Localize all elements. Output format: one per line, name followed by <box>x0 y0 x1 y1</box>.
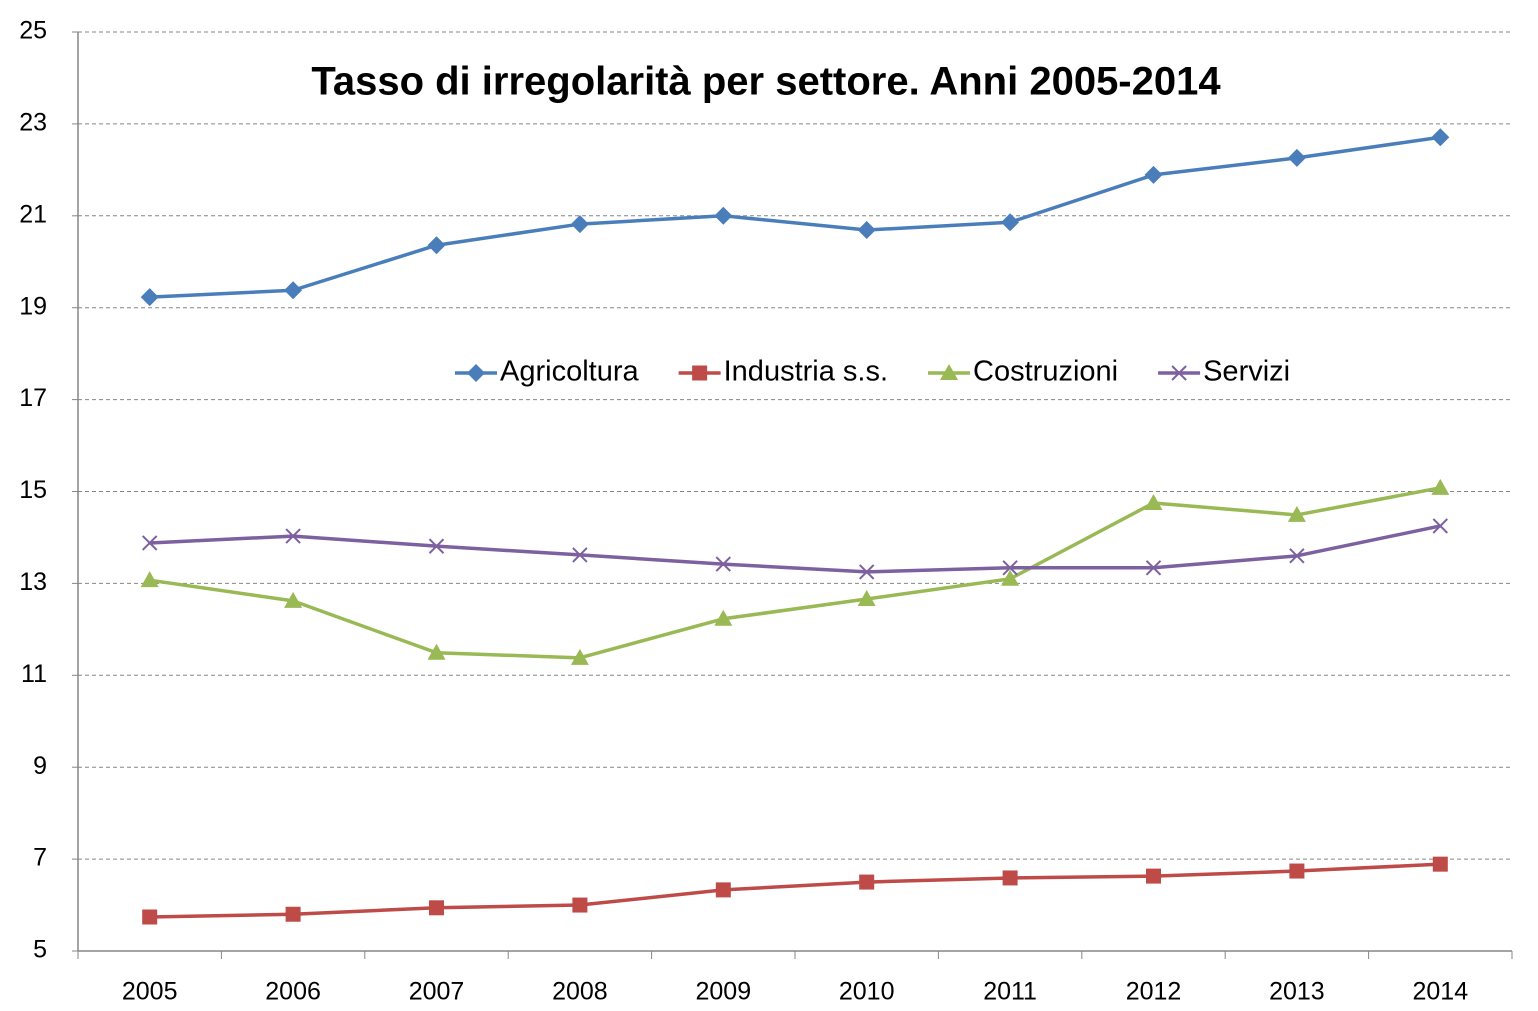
marker <box>285 528 301 544</box>
x-tick-label: 2012 <box>1126 978 1182 1006</box>
series-line <box>149 862 1441 919</box>
marker <box>857 590 876 607</box>
x-tick-label: 2005 <box>122 978 178 1006</box>
marker <box>714 206 733 225</box>
legend-label: Industria s.s. <box>724 356 888 388</box>
x-tick-label: 2006 <box>265 978 321 1006</box>
marker <box>285 906 301 922</box>
marker <box>1289 863 1305 879</box>
marker <box>284 281 303 300</box>
marker <box>1431 478 1450 495</box>
marker <box>1431 128 1450 147</box>
marker <box>570 648 589 665</box>
x-tick-label: 2009 <box>695 978 751 1006</box>
marker <box>1002 870 1018 886</box>
y-tick-label: 19 <box>19 292 47 320</box>
marker <box>1145 560 1162 576</box>
marker <box>428 538 445 554</box>
marker <box>858 564 875 580</box>
x-tick-label: 2014 <box>1412 978 1468 1006</box>
legend-label: Servizi <box>1203 356 1290 388</box>
marker <box>140 571 159 588</box>
marker <box>1001 569 1020 586</box>
marker <box>572 897 588 913</box>
y-tick-label: 5 <box>33 936 47 964</box>
marker <box>715 556 732 572</box>
marker <box>142 909 158 925</box>
marker <box>467 364 485 382</box>
marker <box>1432 856 1448 872</box>
marker <box>714 609 733 626</box>
marker <box>427 236 446 255</box>
y-tick-label: 11 <box>21 660 47 688</box>
x-tick-label: 2011 <box>983 978 1037 1006</box>
marker <box>1144 165 1163 184</box>
marker <box>1287 505 1306 522</box>
x-tick-label: 2013 <box>1269 978 1325 1006</box>
marker <box>429 900 444 916</box>
legend-label: Agricoltura <box>500 356 639 388</box>
x-tick-label: 2010 <box>839 978 895 1006</box>
marker <box>1146 868 1161 884</box>
marker <box>1002 560 1018 576</box>
series-line <box>149 135 1441 299</box>
x-tick-label: 2007 <box>409 978 465 1006</box>
marker <box>572 547 588 563</box>
marker <box>859 874 875 890</box>
y-tick-label: 23 <box>19 109 47 137</box>
y-tick-label: 9 <box>33 752 47 780</box>
legend: Agricoltura Industria s.s. Costruzioni Serv… <box>455 356 1290 388</box>
marker <box>715 882 731 898</box>
y-tick-label: 13 <box>19 568 47 596</box>
marker <box>692 365 708 381</box>
y-tick-label: 21 <box>19 200 47 228</box>
x-tick-label: 2008 <box>552 978 608 1006</box>
marker <box>140 288 159 307</box>
y-tick-label: 25 <box>19 17 47 45</box>
marker <box>1144 493 1163 510</box>
marker <box>857 221 876 240</box>
chart-title: Tasso di irregolarità per settore. Anni … <box>311 60 1221 104</box>
series-line <box>149 524 1441 574</box>
series-line <box>149 486 1441 660</box>
marker <box>141 535 158 551</box>
marker <box>1287 148 1306 167</box>
marker <box>427 643 446 660</box>
marker <box>1432 518 1449 534</box>
legend-label: Costruzioni <box>973 356 1118 388</box>
y-tick-label: 17 <box>19 384 47 412</box>
marker <box>1171 365 1187 381</box>
y-tick-label: 15 <box>19 476 47 504</box>
marker <box>570 215 589 234</box>
marker <box>1289 548 1305 564</box>
marker <box>940 364 959 380</box>
marker <box>284 591 303 608</box>
marker <box>1001 213 1020 232</box>
y-tick-label: 7 <box>33 844 47 872</box>
